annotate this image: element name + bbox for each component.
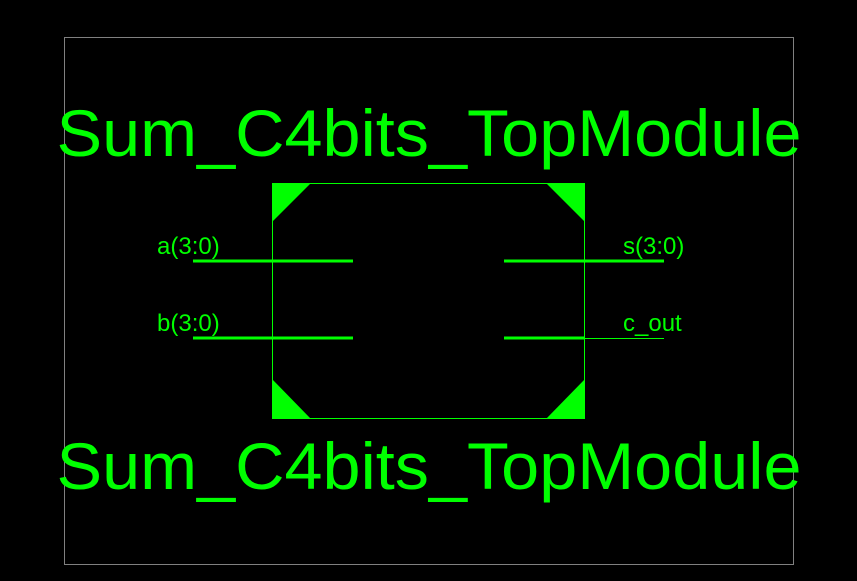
pin-label-b: b(3:0) [157, 310, 220, 337]
module-title-bottom: Sum_C4bits_TopModule [57, 429, 802, 503]
corner-marker-bottom-left [272, 379, 311, 419]
pin-label-a: a(3:0) [157, 233, 220, 260]
corner-marker-top-left [272, 183, 311, 222]
module-body[interactable] [272, 183, 585, 419]
pin-label-c-out: c_out [623, 310, 682, 337]
corner-marker-top-right [546, 183, 585, 222]
pin-label-s: s(3:0) [623, 233, 684, 260]
corner-marker-bottom-right [546, 379, 585, 419]
symbol-frame [64, 37, 794, 565]
module-title-top: Sum_C4bits_TopModule [57, 96, 802, 170]
